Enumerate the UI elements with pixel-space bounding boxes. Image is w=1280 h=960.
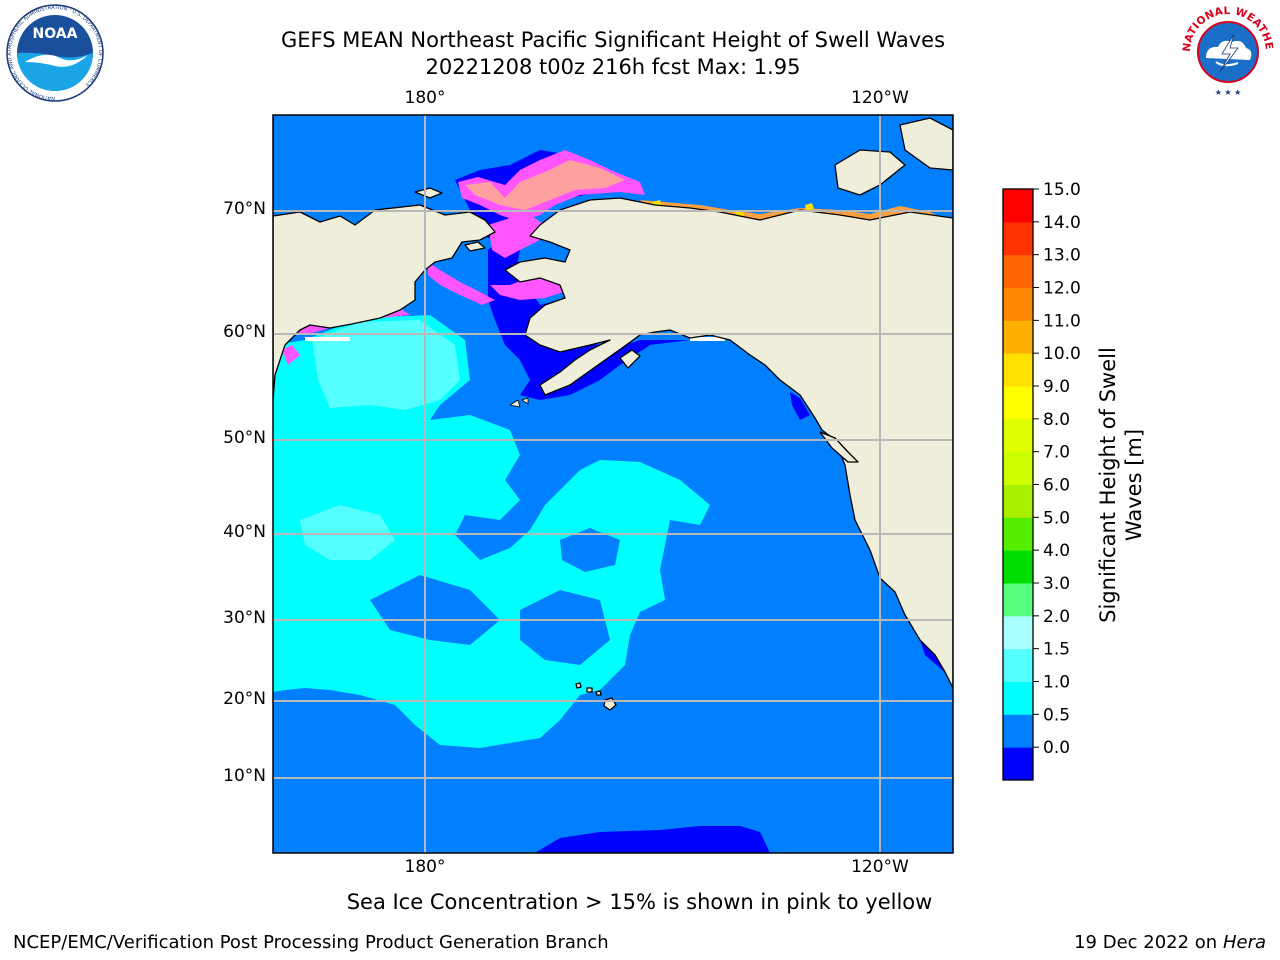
footer-left: NCEP/EMC/Verification Post Processing Pr… — [13, 932, 609, 953]
swell-pocket-c — [560, 528, 620, 572]
land-arctic-island-b — [899, 117, 953, 171]
colorbar-band — [1003, 386, 1033, 420]
lat-label-40n: 40°N — [223, 522, 266, 542]
graticule — [273, 115, 953, 853]
swell-pocket-b — [520, 590, 610, 665]
nws-logo: NATIONAL WEATHER SERVICE ★ ★ ★ — [1176, 0, 1277, 101]
colorbar-label: Significant Height of SwellWaves [m] — [1096, 347, 1146, 623]
sea-ice-note: Sea Ice Concentration > 15% is shown in … — [346, 890, 933, 914]
colorbar-tick-label: 0.5 — [1043, 705, 1070, 725]
swell-pocket-a — [370, 575, 500, 645]
colorbar-band — [1003, 550, 1033, 584]
colorbar-band — [1003, 681, 1033, 715]
swell-region-1-5-to-2-0m-b — [300, 505, 395, 560]
colorbar-band — [1003, 254, 1033, 288]
lat-label-70n: 70°N — [223, 199, 266, 219]
colorbar-tick-label: 10.0 — [1043, 344, 1081, 364]
bering-sea-low-swell — [488, 230, 690, 400]
land-kodiak — [619, 349, 641, 369]
lat-label-60n: 60°N — [223, 322, 266, 342]
colorbar-tick-label: 6.0 — [1043, 476, 1070, 496]
chart-title: GEFS MEAN Northeast Pacific Significant … — [280, 28, 946, 52]
colorbar-tick-label: 9.0 — [1043, 377, 1070, 397]
chart-subtitle: 20221208 t00z 216h fcst Max: 1.95 — [425, 55, 801, 79]
colorbar-band — [1003, 353, 1033, 387]
lon-label-top-120w: 120°W — [851, 88, 909, 108]
colorbar-band — [1003, 189, 1033, 223]
land-arctic-island-a — [834, 149, 906, 196]
colorbar-label-line2: Waves [m] — [1122, 429, 1146, 541]
colorbar-band — [1003, 615, 1033, 650]
colorbar-band — [1003, 714, 1033, 748]
map-frame — [272, 114, 954, 854]
colorbar-band — [1003, 648, 1033, 682]
colorbar-tick-label: 11.0 — [1043, 311, 1081, 331]
colorbar-tick-label: 8.0 — [1043, 410, 1070, 430]
swell-region-1-5-to-2-0m-a — [312, 320, 460, 410]
lon-label-top-180: 180° — [404, 88, 446, 108]
land-hawaii-chain — [575, 682, 602, 696]
svg-text:★ ★ ★: ★ ★ ★ — [1215, 88, 1242, 97]
colorbar-band — [1003, 418, 1033, 453]
colorbar-tick-label: 12.0 — [1043, 279, 1081, 299]
land-masses — [273, 115, 953, 711]
colorbar-tick-label: 5.0 — [1043, 508, 1070, 528]
colorbar-tick-label: 7.0 — [1043, 443, 1070, 463]
colorbar-band — [1003, 221, 1033, 256]
colorbar-tick-label: 13.0 — [1043, 246, 1081, 266]
colorbar-band — [1003, 451, 1033, 485]
land-siberia — [273, 115, 496, 401]
colorbar-band — [1003, 320, 1033, 354]
lat-label-20n: 20°N — [223, 689, 266, 709]
colorbar-band — [1003, 517, 1033, 551]
footer-right: 19 Dec 2022 on Hera — [1074, 932, 1266, 953]
noaa-logo: NATIONAL OCEANIC AND ATMOSPHERIC ADMINIS… — [6, 4, 104, 102]
colorbar-band — [1003, 484, 1033, 518]
colorbar-ticks: 15.0 14.0 13.0 12.0 11.0 10.0 9.0 8.0 7.0 6.0 5.0 4… — [1033, 180, 1081, 758]
sea-ice-chukchi-inner — [465, 160, 625, 210]
colorbar-tick-label: 4.0 — [1043, 541, 1070, 561]
lon-label-bottom-180: 180° — [404, 857, 446, 877]
land-st-lawrence-island — [464, 241, 486, 252]
colorbar-tick-label: 1.0 — [1043, 673, 1070, 693]
footer-host: Hera — [1222, 932, 1266, 953]
south-low-swell — [535, 826, 770, 853]
colorbar-tick-label: 0.0 — [1043, 738, 1070, 758]
colorbar-tick-label: 1.5 — [1043, 640, 1070, 660]
colorbar-band — [1003, 583, 1033, 617]
lat-label-50n: 50°N — [223, 428, 266, 448]
colorbar-label-line1: Significant Height of Swell — [1096, 347, 1120, 623]
colorbar-band — [1003, 747, 1033, 781]
colorbar-tick-label: 3.0 — [1043, 574, 1070, 594]
lon-label-bottom-120w: 120°W — [851, 857, 909, 877]
colorbar-tick-label: 2.0 — [1043, 607, 1070, 627]
footer-date: 19 Dec 2022 on — [1074, 932, 1218, 953]
colorbar-tick-label: 14.0 — [1043, 213, 1081, 233]
colorbar-band — [1003, 287, 1033, 321]
colorbar-tick-label: 15.0 — [1043, 180, 1081, 200]
lat-label-10n: 10°N — [223, 766, 266, 786]
land-alaska-canada — [504, 115, 953, 689]
land-aleutians — [509, 397, 529, 408]
lat-label-30n: 30°N — [223, 608, 266, 628]
noaa-text: NOAA — [33, 26, 78, 42]
colorbar-bands — [1003, 189, 1033, 781]
